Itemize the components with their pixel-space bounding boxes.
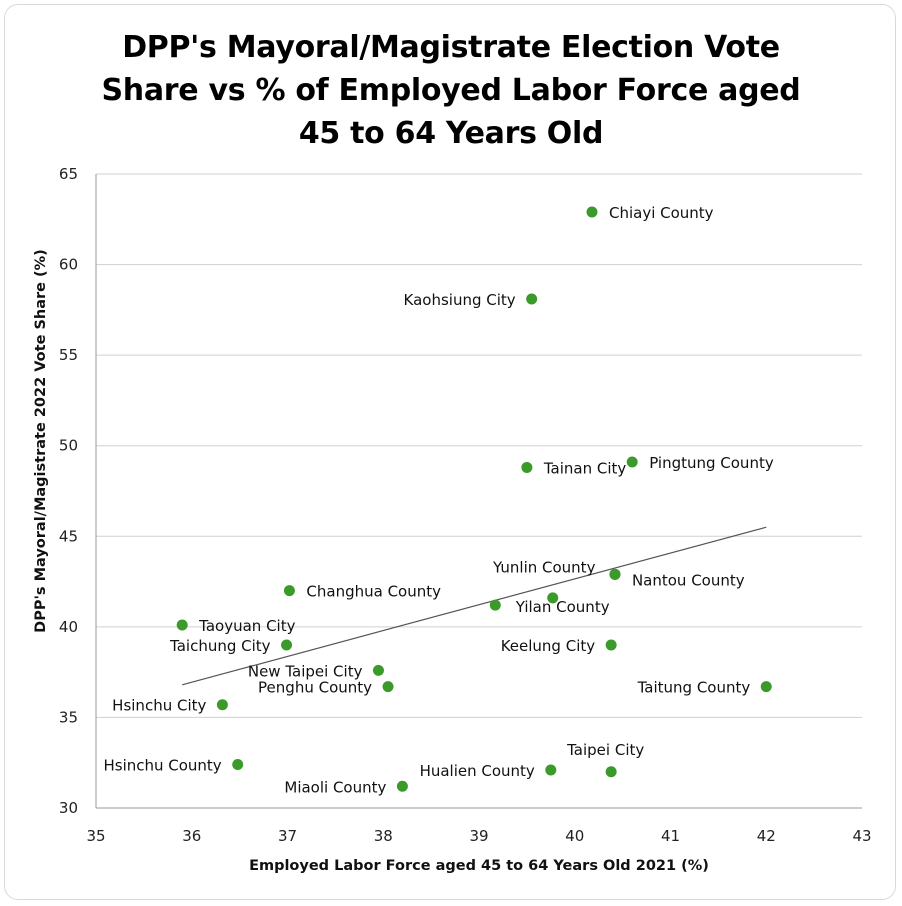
- x-axis-label: Employed Labor Force aged 45 to 64 Years…: [249, 858, 709, 874]
- point-label-taitung-county: Taitung County: [637, 679, 751, 697]
- x-tick-label: 38: [374, 827, 393, 845]
- points-group: [176, 206, 772, 792]
- x-tick-label: 39: [469, 827, 488, 845]
- point-hsinchu-county: [232, 759, 244, 771]
- point-new-taipei-city: [372, 664, 384, 676]
- chart-title-line-1: DPP's Mayoral/Magistrate Election Vote: [122, 30, 780, 65]
- point-label-tainan-city: Tainan City: [543, 459, 627, 477]
- point-labels: Chiayi County Kaohsiung City Tainan City Pi…: [103, 204, 773, 796]
- gridlines: [96, 173, 862, 718]
- point-label-kaohsiung-city: Kaohsiung City: [404, 291, 516, 309]
- point-label-hualien-county: Hualien County: [420, 762, 535, 780]
- x-tick-label: 40: [565, 827, 584, 845]
- point-tainan-city: [521, 461, 533, 473]
- y-tick-label: 30: [59, 799, 78, 817]
- point-chiayi-county: [586, 206, 598, 218]
- chart-title-line-2: Share vs % of Employed Labor Force aged: [101, 73, 801, 108]
- point-label-chiayi-county: Chiayi County: [609, 204, 714, 222]
- axes: [95, 174, 862, 809]
- point-label-changhua-county: Changhua County: [306, 583, 441, 601]
- x-tick-label: 41: [661, 827, 680, 845]
- point-label-yunlin-county: Yunlin County: [492, 558, 596, 576]
- x-tick-label: 43: [852, 827, 871, 845]
- point-label-taoyuan-city: Taoyuan City: [198, 617, 295, 635]
- trendline-group: [182, 526, 767, 686]
- point-miaoli-county: [396, 780, 408, 792]
- y-axis-label: DPP's Mayoral/Magistrate 2022 Vote Share…: [33, 249, 49, 633]
- point-penghu-county: [382, 681, 394, 693]
- point-label-hsinchu-county: Hsinchu County: [103, 757, 221, 775]
- x-tick-label: 35: [86, 827, 105, 845]
- trendline: [182, 526, 767, 686]
- point-changhua-county: [283, 585, 295, 597]
- point-keelung-city: [605, 639, 617, 651]
- x-tick-label: 42: [757, 827, 776, 845]
- y-tick-label: 45: [59, 527, 78, 545]
- point-label-penghu-county: Penghu County: [258, 679, 372, 697]
- point-hualien-county: [545, 764, 557, 776]
- point-label-taipei-city: Taipei City: [566, 741, 644, 759]
- point-label-miaoli-county: Miaoli County: [284, 778, 386, 796]
- x-tick-label: 36: [182, 827, 201, 845]
- chart-card: [4, 4, 896, 900]
- chart-title-line-3: 45 to 64 Years Old: [298, 116, 604, 151]
- point-taitung-county: [760, 681, 772, 693]
- point-pingtung-county: [626, 456, 638, 468]
- tick-labels: 30 35 40 45 50 55 60 65 35 36 37 38 39 40 41 42 43: [59, 165, 872, 845]
- point-yilan-county: [547, 592, 559, 604]
- chart-title: DPP's Mayoral/Magistrate Election Vote S…: [60, 26, 842, 155]
- point-hsinchu-city: [216, 699, 228, 711]
- y-tick-label: 40: [59, 618, 78, 636]
- point-label-keelung-city: Keelung City: [501, 637, 596, 655]
- point-nantou-county: [609, 568, 621, 580]
- point-taoyuan-city: [176, 619, 188, 631]
- point-label-nantou-county: Nantou County: [632, 571, 745, 589]
- point-taichung-city: [281, 639, 293, 651]
- point-label-new-taipei-city: New Taipei City: [248, 662, 363, 680]
- y-tick-label: 35: [59, 708, 78, 726]
- y-tick-label: 60: [59, 256, 78, 274]
- point-label-hsinchu-city: Hsinchu City: [112, 697, 206, 715]
- point-label-taichung-city: Taichung City: [169, 637, 271, 655]
- y-tick-label: 50: [59, 437, 78, 455]
- point-label-yilan-county: Yilan County: [515, 598, 610, 616]
- point-yunlin-county-point: [489, 599, 501, 611]
- point-label-pingtung-county: Pingtung County: [649, 454, 774, 472]
- x-tick-label: 37: [278, 827, 297, 845]
- y-tick-label: 55: [59, 346, 78, 364]
- point-taipei-city: [605, 766, 617, 778]
- y-tick-label: 65: [59, 165, 78, 183]
- point-kaohsiung-city: [526, 293, 538, 305]
